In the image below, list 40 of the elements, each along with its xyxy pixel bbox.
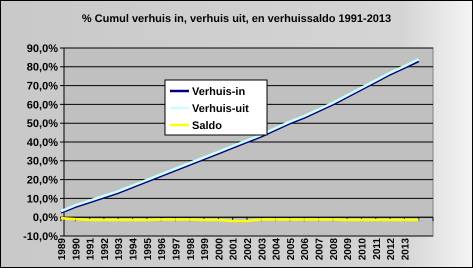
x-tick-label: 1997 — [171, 238, 182, 260]
x-tick-label: 2009 — [343, 238, 354, 260]
legend-label: Saldo — [192, 120, 222, 132]
x-tick-label: 2007 — [314, 238, 326, 260]
x-tick-label: 2010 — [357, 238, 368, 260]
x-tick-label: 2002 — [243, 238, 254, 260]
y-tick-label: 70,0% — [26, 80, 58, 92]
y-tick-label: 0,0% — [32, 212, 58, 224]
x-tick-label: 2001 — [228, 238, 240, 260]
x-tick-label: 1989 — [57, 238, 68, 260]
x-tick-label: 2012 — [386, 238, 398, 260]
y-tick-label: 90,0% — [26, 42, 58, 55]
y-tick-label: 10,0% — [26, 193, 58, 206]
y-tick-label: 80,0% — [26, 62, 58, 74]
y-tick-label: 20,0% — [26, 174, 58, 186]
chart-title: % Cumul verhuis in, verhuis uit, en verhuissaldo 1991-2013 — [82, 13, 392, 25]
x-tick-label: 2013 — [400, 238, 412, 260]
y-tick-label: 30,0% — [26, 156, 58, 168]
x-tick-label: 2008 — [328, 238, 340, 260]
legend-label: Verhuis-in — [192, 86, 246, 98]
x-tick-label: 1993 — [114, 238, 126, 260]
x-tick-label: 2005 — [286, 238, 297, 260]
x-tick-label: 1996 — [157, 238, 168, 260]
y-tick-label: -10,0% — [23, 230, 58, 243]
x-tick-label: 1995 — [142, 238, 154, 260]
x-tick-label: 2006 — [300, 238, 312, 260]
x-tick-label: 2000 — [214, 238, 226, 260]
x-tick-label: 2004 — [272, 238, 283, 260]
x-tick-label: 1992 — [100, 238, 111, 260]
x-tick-label: 1990 — [71, 238, 82, 260]
y-tick-label: 60,0% — [26, 99, 58, 112]
legend-label: Verhuis-uit — [192, 102, 250, 115]
x-tick-label: 1994 — [128, 238, 140, 260]
y-tick-label: 50,0% — [26, 118, 58, 130]
x-tick-label: 1991 — [86, 238, 97, 260]
x-tick-label: 2011 — [372, 238, 383, 260]
x-tick-label: 1998 — [186, 238, 197, 260]
x-tick-label: 2003 — [257, 238, 268, 260]
x-tick-label: 1999 — [200, 238, 212, 260]
y-tick-label: 40,0% — [26, 136, 58, 149]
